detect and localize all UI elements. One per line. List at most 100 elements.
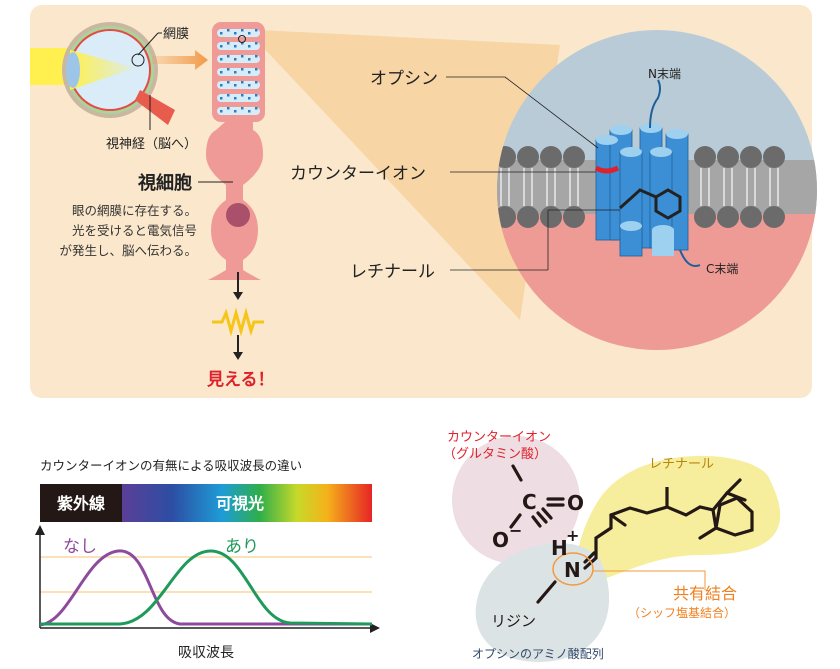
photoreceptor-desc-3: が発生し、脳へ伝わる。 (59, 243, 197, 258)
chemistry-panel (452, 436, 781, 662)
disc-dot (241, 29, 244, 32)
disc-dot (255, 81, 258, 84)
disc-dot (227, 94, 230, 97)
disc (217, 55, 260, 63)
zoom-arrow-icon (152, 50, 208, 70)
disc-dot (220, 32, 223, 35)
lipid-head (740, 206, 762, 228)
uv-label: 紫外線 (57, 494, 105, 513)
lipid-head (517, 146, 539, 168)
atom-o-double: O (567, 491, 584, 515)
disc-dot (234, 97, 237, 100)
photoreceptor-title: 視細胞 (137, 172, 192, 194)
y-axis-arrow-icon (35, 525, 45, 535)
curve-with (40, 549, 373, 626)
disc (217, 42, 260, 50)
lipid-head (717, 206, 739, 228)
membrane-discs (217, 29, 260, 115)
retinal-label: レチナール (350, 262, 435, 282)
disc-dot (248, 58, 251, 61)
atom-n: N (564, 558, 581, 582)
opsin-sequence-label: オプシンのアミノ酸配列 (472, 646, 604, 661)
uv-band (40, 484, 122, 522)
disc-dot (234, 32, 237, 35)
disc-dot (255, 55, 258, 58)
plus-charge: + (566, 526, 579, 545)
result-label: 見える！ (206, 370, 275, 390)
eye-illustration (30, 22, 175, 130)
disc-dot (220, 45, 223, 48)
x-axis-arrow-icon (370, 623, 380, 633)
disc-dot (220, 58, 223, 61)
disc-dot (227, 29, 230, 32)
photoreceptor-desc-2: 光を受けると電気信号 (72, 223, 197, 238)
optic-nerve-label: 視神経（脳へ） (106, 137, 197, 152)
lipid-head (763, 206, 785, 228)
leader-lines (446, 76, 620, 271)
disc-dot (241, 55, 244, 58)
disc-dot (227, 68, 230, 71)
atom-h: H (551, 536, 568, 560)
disc-dot (234, 58, 237, 61)
disc-dot (255, 29, 258, 32)
disc (217, 29, 260, 37)
lipid-head (540, 146, 562, 168)
minus-charge: − (509, 521, 522, 540)
counterion-label: カウンターイオン (290, 164, 426, 184)
zoom-marker (238, 35, 246, 43)
visible-spectrum-bar (122, 484, 372, 522)
curve-without-label: なし (63, 537, 97, 557)
covalent-bond-label: 共有結合 (673, 584, 737, 603)
disc (217, 68, 260, 76)
disc-dot (220, 71, 223, 74)
disc-dot (241, 107, 244, 110)
disc-dot (255, 42, 258, 45)
n-terminus-label: N末端 (648, 67, 681, 81)
disc-dot (220, 97, 223, 100)
lipid-head (740, 146, 762, 168)
disc-dot (248, 71, 251, 74)
atom-o-minus: O (492, 528, 509, 552)
disc-dot (227, 42, 230, 45)
disc-dot (255, 68, 258, 71)
curve-with-label: あり (225, 537, 259, 557)
x-axis-label: 吸収波長 (178, 645, 234, 661)
spectrum-title: カウンターイオンの有無による吸収波長の違い (40, 458, 302, 473)
opsin-label: オプシン (370, 69, 438, 89)
disc-dot (248, 110, 251, 113)
disc-dot (227, 107, 230, 110)
lipid-head (763, 146, 785, 168)
electric-signal-icon (212, 307, 264, 337)
lipid-head (694, 206, 716, 228)
disc (217, 81, 260, 89)
disc-dot (234, 45, 237, 48)
disc-dot (241, 81, 244, 84)
lipid-head (517, 206, 539, 228)
photoreceptor-desc-1: 眼の網膜に存在する。 (72, 203, 197, 218)
disc-dot (248, 45, 251, 48)
disc-dot (255, 94, 258, 97)
disc-dot (241, 42, 244, 45)
lysine-label: リジン (491, 612, 536, 630)
chem-counterion-sub: （グルタミン酸） (443, 447, 547, 462)
disc-dot (248, 97, 251, 100)
disc (217, 107, 260, 115)
lipid-head (540, 206, 562, 228)
disc-dot (234, 110, 237, 113)
disc (217, 94, 260, 102)
disc-dot (227, 81, 230, 84)
disc-dot (255, 107, 258, 110)
retina-label: 網膜 (163, 27, 189, 42)
down-arrow-icon (233, 272, 243, 360)
chem-counterion-label: カウンターイオン (447, 430, 551, 445)
lipid-head (717, 146, 739, 168)
visible-label: 可視光 (216, 494, 264, 513)
lipid-head (563, 206, 585, 228)
lipid-head (563, 146, 585, 168)
schiff-base-label: （シッフ塩基結合） (628, 605, 736, 620)
disc-dot (248, 32, 251, 35)
disc-dot (220, 84, 223, 87)
disc-dot (241, 94, 244, 97)
chem-retinal-label: レチナール (649, 457, 714, 472)
